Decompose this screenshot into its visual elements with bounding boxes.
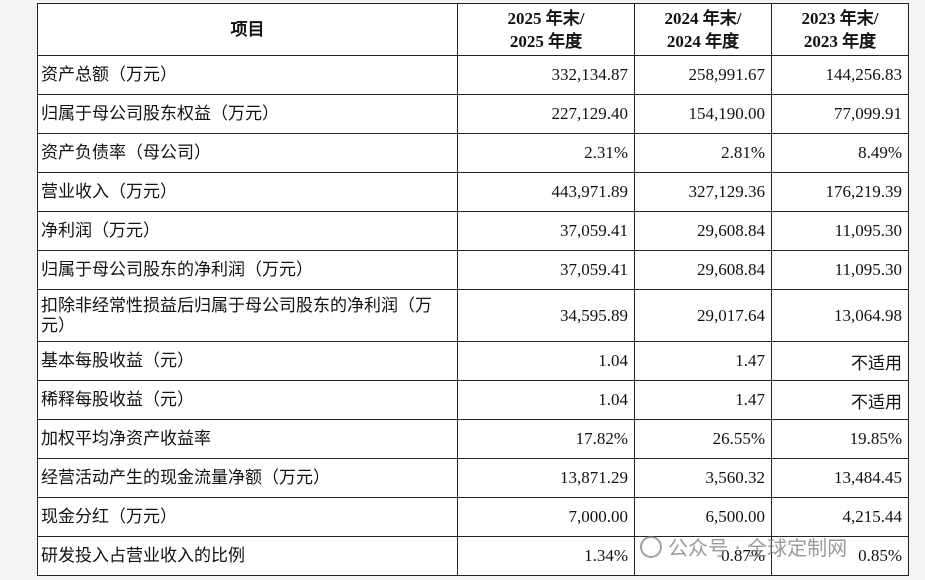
value-cell: 332,134.87 [457,55,635,95]
value-cell: 37,059.41 [457,250,635,290]
header-text: 2023 年度 [803,31,877,51]
value-cell: 11,095.30 [771,211,909,251]
watermark: 公众号 · 全球定制网 [640,532,847,561]
header-text: 2025 年末/ [507,8,585,28]
header-cell: 2025 年末/2025 年度 [457,3,635,56]
value-cell: 176,219.39 [771,172,909,212]
value-cell: 17.82% [457,419,635,459]
header-text: 2023 年末/ [801,8,879,28]
header-cell: 2024 年末/2024 年度 [634,3,772,56]
table-row: 扣除非经常性损益后归属于母公司股东的净利润（万元） 34,595.89 29,017… [37,289,909,342]
value-cell: 3,560.32 [634,458,772,498]
label-cell: 归属于母公司股东权益（万元） [37,94,458,134]
value-cell: 6,500.00 [634,497,772,537]
value-cell: 258,991.67 [634,55,772,95]
value-cell: 77,099.91 [771,94,909,134]
header-row: 项目 2025 年末/2025 年度 2024 年末/2024 年度 2023 年末/… [37,3,909,56]
value-cell: 327,129.36 [634,172,772,212]
value-cell: 不适用 [771,380,909,420]
value-cell: 1.47 [634,380,772,420]
value-cell: 13,484.45 [771,458,909,498]
table-row: 稀释每股收益（元） 1.04 1.47 不适用 [37,380,909,420]
value-cell: 29,017.64 [634,289,772,342]
value-cell: 11,095.30 [771,250,909,290]
value-cell: 2.31% [457,133,635,173]
header-cell: 项目 [37,3,458,56]
watermark-icon [640,535,662,558]
value-cell: 144,256.83 [771,55,909,95]
table-row: 基本每股收益（元） 1.04 1.47 不适用 [37,341,909,381]
value-cell: 4,215.44 [771,497,909,537]
value-cell: 34,595.89 [457,289,635,342]
table-row: 加权平均净资产收益率 17.82% 26.55% 19.85% [37,419,909,459]
value-cell: 7,000.00 [457,497,635,537]
value-cell: 443,971.89 [457,172,635,212]
table-row: 归属于母公司股东权益（万元） 227,129.40 154,190.00 77,099… [37,94,909,134]
label-cell: 现金分红（万元） [37,497,458,537]
label-cell: 归属于母公司股东的净利润（万元） [37,250,458,290]
table-row: 资产负债率（母公司） 2.31% 2.81% 8.49% [37,133,909,173]
table-row: 净利润（万元） 37,059.41 29,608.84 11,095.30 [37,211,909,251]
value-cell: 19.85% [771,419,909,459]
value-cell: 13,871.29 [457,458,635,498]
label-cell: 资产总额（万元） [37,55,458,95]
table-row: 营业收入（万元） 443,971.89 327,129.36 176,219.39 [37,172,909,212]
label-cell: 扣除非经常性损益后归属于母公司股东的净利润（万元） [37,289,458,342]
data-table: 项目 2025 年末/2025 年度 2024 年末/2024 年度 2023 年末/… [37,3,909,576]
value-cell: 29,608.84 [634,250,772,290]
watermark-text: 公众号 · 全球定制网 [668,536,848,560]
value-cell: 0.85% [771,536,909,576]
value-cell: 2.81% [634,133,772,173]
value-cell: 1.47 [634,341,772,381]
label-cell: 稀释每股收益（元） [37,380,458,420]
value-cell: 1.34% [457,536,635,576]
header-text: 2024 年末/ [664,8,742,28]
table-row: 归属于母公司股东的净利润（万元） 37,059.41 29,608.84 11,095… [37,250,909,290]
table-row: 经营活动产生的现金流量净额（万元） 13,871.29 3,560.32 13,484… [37,458,909,498]
value-cell: 154,190.00 [634,94,772,134]
label-cell: 加权平均净资产收益率 [37,419,458,459]
value-cell: 227,129.40 [457,94,635,134]
value-cell: 13,064.98 [771,289,909,342]
header-text: 2025 年度 [509,31,583,51]
label-cell: 研发投入占营业收入的比例 [37,536,458,576]
label-cell: 资产负债率（母公司） [37,133,458,173]
label-cell: 净利润（万元） [37,211,458,251]
value-cell: 1.04 [457,341,635,381]
value-cell: 37,059.41 [457,211,635,251]
label-cell: 基本每股收益（元） [37,341,458,381]
label-cell: 经营活动产生的现金流量净额（万元） [37,458,458,498]
table-row: 资产总额（万元） 332,134.87 258,991.67 144,256.83 [37,55,909,95]
value-cell: 29,608.84 [634,211,772,251]
value-cell: 1.04 [457,380,635,420]
value-cell: 8.49% [771,133,909,173]
header-text: 2024 年度 [666,31,740,51]
value-cell: 26.55% [634,419,772,459]
header-cell: 2023 年末/2023 年度 [771,3,909,56]
value-cell: 不适用 [771,341,909,381]
label-cell: 营业收入（万元） [37,172,458,212]
table-row: 现金分红（万元） 7,000.00 6,500.00 4,215.44 [37,497,909,537]
header-text: 项目 [230,20,265,39]
